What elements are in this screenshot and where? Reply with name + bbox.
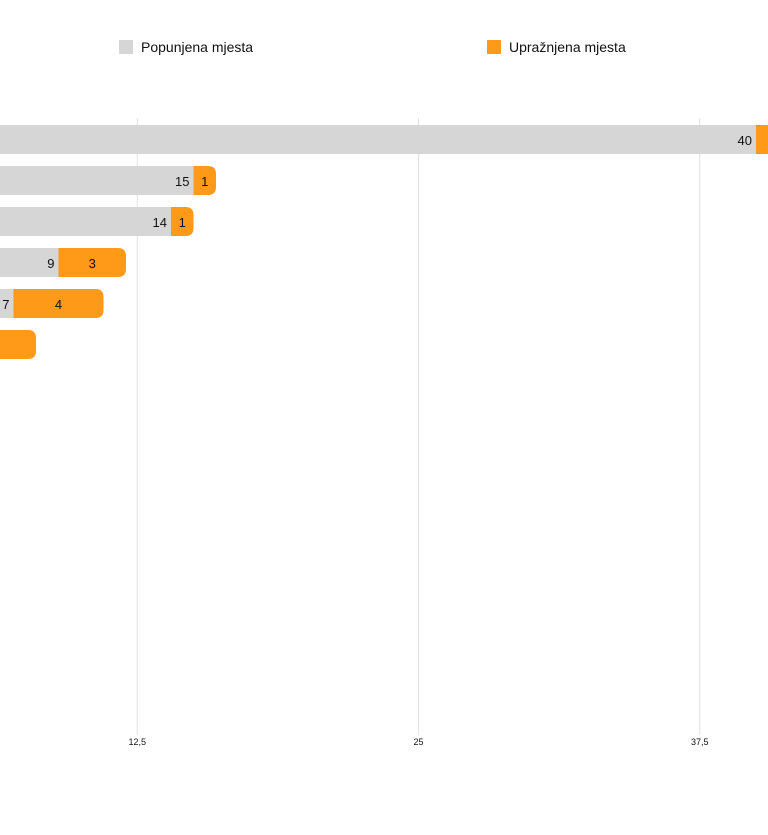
bar-label-filled-0: 40 xyxy=(738,133,752,148)
legend-swatch-upraznjena xyxy=(487,40,501,54)
bar-label-filled-2: 14 xyxy=(153,215,167,230)
bar-label-filled-3: 9 xyxy=(47,256,54,271)
bar-label-vacant-4: 4 xyxy=(55,297,62,312)
bar-label-vacant-3: 3 xyxy=(89,256,96,271)
legend-label-upraznjena: Upražnjena mjesta xyxy=(509,39,626,55)
bar-vacant-5 xyxy=(0,330,36,359)
x-tick-label: 25 xyxy=(413,737,423,747)
bars xyxy=(0,125,768,359)
legend-swatch-popunjena xyxy=(119,40,133,54)
bar-vacant-0 xyxy=(756,125,768,154)
bar-vacant-1 xyxy=(193,166,216,195)
bar-vacant-2 xyxy=(171,207,194,236)
x-tick-label: 37,5 xyxy=(691,737,709,747)
x-tick-label: 12,5 xyxy=(128,737,146,747)
bar-filled-1 xyxy=(0,166,194,195)
bar-labels: 4015114193744 xyxy=(2,133,752,312)
bar-filled-4 xyxy=(0,289,14,318)
gridlines xyxy=(136,118,701,735)
bar-filled-2 xyxy=(0,207,171,236)
legend-label-popunjena: Popunjena mjesta xyxy=(141,39,253,55)
bar-filled-3 xyxy=(0,248,59,277)
bar-vacant-3 xyxy=(58,248,126,277)
bar-label-vacant-2: 1 xyxy=(179,215,186,230)
bar-filled-0 xyxy=(0,125,756,154)
legend: Popunjena mjesta Upražnjena mjesta xyxy=(119,39,626,55)
bar-vacant-4 xyxy=(13,289,104,318)
x-axis-ticks: 12,5 25 37,5 xyxy=(128,737,708,747)
bar-label-filled-4: 7 xyxy=(2,297,9,312)
bar-label-filled-1: 15 xyxy=(175,174,189,189)
bar-label-vacant-1: 1 xyxy=(201,174,208,189)
